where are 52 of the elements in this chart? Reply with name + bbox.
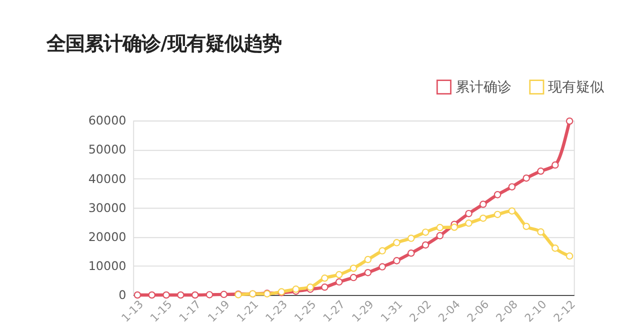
point bbox=[408, 250, 415, 257]
y-tick-label: 0 bbox=[118, 288, 126, 302]
y-tick-label: 20000 bbox=[88, 230, 126, 244]
point bbox=[220, 290, 228, 298]
point bbox=[321, 274, 328, 282]
y-tick-label: 30000 bbox=[88, 200, 126, 215]
point bbox=[552, 161, 559, 169]
point bbox=[335, 278, 343, 286]
y-tick-label: 10000 bbox=[88, 259, 126, 274]
point bbox=[480, 214, 487, 222]
point bbox=[378, 263, 386, 270]
point bbox=[537, 168, 544, 175]
point bbox=[148, 291, 156, 299]
point bbox=[436, 224, 444, 232]
point bbox=[393, 239, 400, 246]
point bbox=[206, 291, 214, 298]
point bbox=[480, 200, 487, 208]
point bbox=[134, 291, 142, 299]
point bbox=[465, 220, 472, 227]
point bbox=[177, 291, 184, 299]
point bbox=[364, 268, 372, 276]
y-tick-label: 60000 bbox=[88, 114, 126, 128]
point bbox=[566, 252, 574, 260]
point bbox=[335, 271, 343, 278]
point bbox=[522, 222, 530, 230]
point bbox=[494, 191, 502, 198]
point bbox=[494, 210, 502, 218]
point bbox=[422, 228, 430, 236]
point bbox=[537, 228, 544, 236]
point bbox=[508, 207, 516, 215]
point bbox=[450, 224, 458, 231]
point bbox=[350, 264, 358, 272]
point bbox=[364, 256, 372, 264]
point bbox=[191, 291, 199, 299]
point bbox=[393, 257, 400, 264]
point bbox=[522, 174, 530, 182]
point bbox=[508, 183, 516, 190]
point bbox=[378, 247, 386, 254]
chart-title: 全国累计确诊/现有疑似趋势 bbox=[46, 32, 282, 55]
point bbox=[321, 284, 328, 291]
point bbox=[162, 291, 170, 299]
legend-label: 累计确诊 bbox=[455, 80, 512, 96]
point bbox=[566, 117, 574, 125]
point bbox=[436, 232, 444, 240]
point bbox=[350, 274, 358, 282]
y-tick-label: 40000 bbox=[88, 172, 126, 186]
point bbox=[465, 210, 472, 218]
y-tick-label: 50000 bbox=[88, 142, 126, 157]
point bbox=[422, 241, 430, 249]
point bbox=[552, 244, 559, 252]
point bbox=[408, 234, 415, 242]
legend-label: 现有疑似 bbox=[548, 80, 604, 96]
